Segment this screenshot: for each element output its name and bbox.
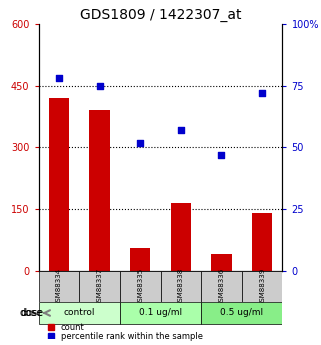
FancyBboxPatch shape [39, 302, 120, 324]
FancyBboxPatch shape [120, 302, 201, 324]
Bar [130, 248, 150, 271]
Text: percentile rank within the sample: percentile rank within the sample [61, 332, 203, 341]
Text: control: control [64, 308, 95, 317]
Text: count: count [61, 323, 85, 332]
Text: GSM88338: GSM88338 [178, 267, 184, 306]
Text: GSM88339: GSM88339 [259, 267, 265, 306]
FancyBboxPatch shape [242, 271, 282, 302]
Text: GSM88337: GSM88337 [97, 267, 102, 306]
Title: GDS1809 / 1422307_at: GDS1809 / 1422307_at [80, 8, 241, 22]
Bar [211, 254, 232, 271]
FancyBboxPatch shape [201, 302, 282, 324]
Text: 0.1 ug/ml: 0.1 ug/ml [139, 308, 182, 317]
Bar [252, 213, 272, 271]
Bar [171, 203, 191, 271]
Point [178, 127, 183, 133]
Text: dose: dose [19, 308, 42, 318]
Text: GSM88336: GSM88336 [219, 267, 224, 306]
Point [260, 90, 265, 96]
Text: 0.5 ug/ml: 0.5 ug/ml [220, 308, 264, 317]
Bar [89, 110, 110, 271]
FancyBboxPatch shape [39, 271, 79, 302]
Text: GSM88335: GSM88335 [137, 267, 143, 306]
Text: dose: dose [20, 308, 43, 318]
FancyBboxPatch shape [120, 271, 160, 302]
FancyBboxPatch shape [201, 271, 242, 302]
FancyBboxPatch shape [160, 271, 201, 302]
Point [56, 76, 61, 81]
FancyBboxPatch shape [79, 271, 120, 302]
Bar [49, 98, 69, 271]
Point [97, 83, 102, 89]
Text: GSM88334: GSM88334 [56, 267, 62, 306]
Point [219, 152, 224, 158]
Point [138, 140, 143, 145]
